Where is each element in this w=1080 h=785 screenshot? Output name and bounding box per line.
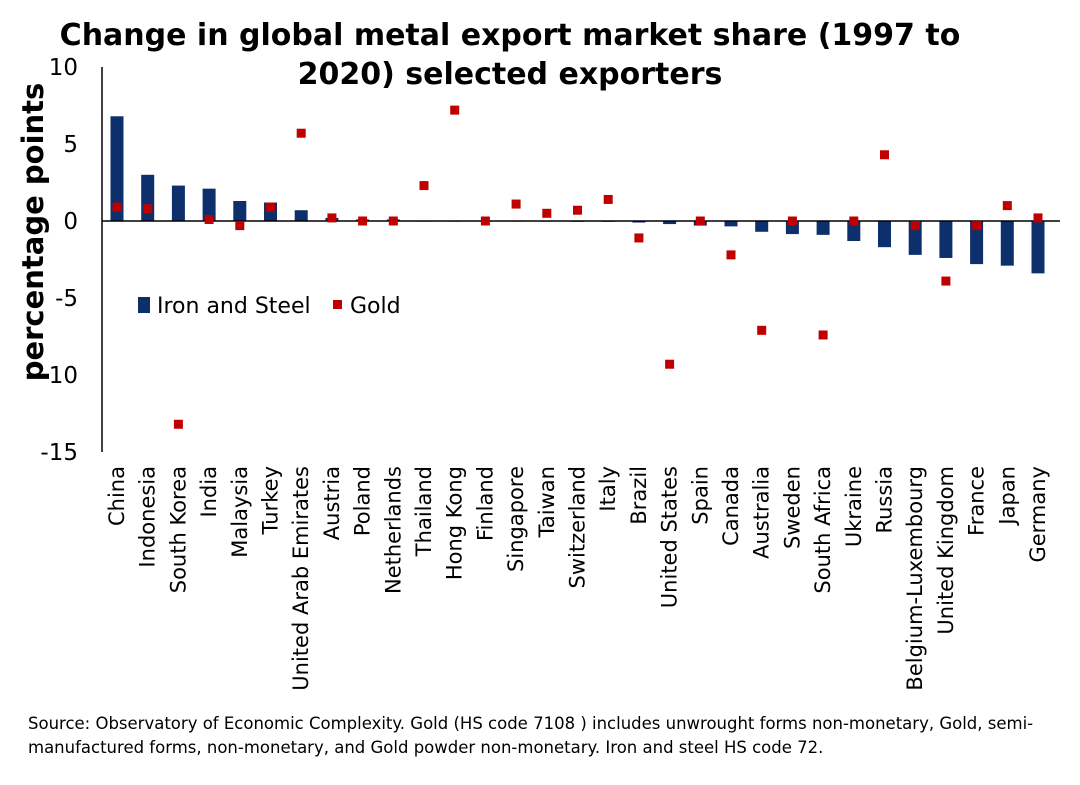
- x-category-label: Switzerland: [566, 466, 590, 589]
- y-axis-label: percentage points: [16, 83, 50, 382]
- x-category-label: Canada: [719, 466, 743, 546]
- gold-point: [1002, 201, 1012, 211]
- iron-steel-bar: [878, 221, 891, 248]
- x-category-label: Australia: [750, 466, 774, 559]
- x-category-label: Singapore: [504, 466, 528, 572]
- y-tick-label: 0: [63, 209, 78, 235]
- iron-steel-bar: [724, 221, 738, 227]
- chart-title-line-1: Change in global metal export market sha…: [60, 18, 961, 53]
- iron-steel-bar: [632, 221, 646, 223]
- x-category-label: Germany: [1026, 466, 1050, 563]
- iron-steel-bar: [202, 188, 216, 221]
- chart-title-line-2: 2020) selected exporters: [298, 57, 723, 92]
- x-category-label: Spain: [688, 466, 712, 525]
- gold-point: [603, 194, 613, 204]
- x-category-label: Italy: [596, 466, 620, 512]
- gold-point: [450, 105, 460, 115]
- gold-point: [757, 325, 767, 335]
- gold-point: [480, 216, 490, 226]
- plot-area: 10 5 0 -5 -10 -15 China Indonesia South Korea Ind…: [40, 55, 1060, 691]
- source-note: Source: Observatory of Economic Complexi…: [28, 714, 1034, 757]
- gold-point: [634, 233, 644, 243]
- gold-point: [941, 276, 951, 286]
- chart-container: Change in global metal export market sha…: [16, 18, 1060, 691]
- iron-steel-bar: [233, 200, 247, 221]
- iron-steel-bar: [847, 221, 861, 242]
- iron-steel-bar: [816, 221, 830, 235]
- x-category-label: Russia: [873, 466, 897, 534]
- x-category-label: United Arab Emirates: [289, 466, 313, 691]
- gold-point: [327, 213, 337, 223]
- iron-steel-bar: [970, 221, 984, 265]
- gold-point: [787, 216, 797, 226]
- gold-point: [818, 330, 828, 340]
- gold-point: [972, 221, 982, 231]
- x-category-label: Poland: [351, 466, 375, 536]
- y-tick-label: -10: [40, 363, 78, 389]
- x-category-label: France: [965, 466, 989, 536]
- chart: Change in global metal export market sha…: [16, 18, 1060, 691]
- gold-point: [849, 216, 859, 226]
- gold-point: [511, 199, 521, 209]
- gold-point: [419, 181, 429, 191]
- x-category-label: Netherlands: [381, 466, 405, 594]
- gold-point: [1033, 213, 1043, 223]
- x-category-label: Ukraine: [842, 466, 866, 547]
- x-category-label: Malaysia: [228, 466, 252, 558]
- legend-label-gold: Gold: [350, 294, 401, 319]
- y-tick-label: -15: [40, 440, 78, 466]
- x-category-label: South Korea: [166, 466, 190, 593]
- legend-swatch-iron-steel: [138, 297, 150, 313]
- x-category-label: Thailand: [412, 466, 436, 557]
- gold-point: [266, 202, 275, 212]
- iron-steel-bar: [939, 221, 953, 258]
- x-category-label: Hong Kong: [443, 466, 467, 580]
- x-category-label: Brazil: [627, 466, 651, 525]
- iron-steel-bar: [1000, 221, 1014, 266]
- gold-point: [173, 419, 183, 429]
- y-tick-label: 10: [49, 55, 78, 81]
- iron-steel-bar: [1031, 221, 1045, 274]
- x-category-label: Japan: [995, 466, 1019, 527]
- x-category-label: Turkey: [259, 466, 283, 535]
- legend-label-iron-steel: Iron and Steel: [157, 294, 311, 319]
- legend: Iron and Steel Gold: [138, 294, 401, 319]
- y-tick-label: -5: [55, 286, 78, 312]
- iron-steel-bar: [663, 221, 677, 225]
- x-category-label: South Africa: [811, 466, 835, 594]
- x-category-label: China: [105, 466, 129, 526]
- iron-steel-bar: [141, 174, 155, 221]
- gold-point: [296, 128, 306, 138]
- gold-point: [143, 204, 153, 214]
- gold-point: [542, 208, 552, 218]
- x-category-label: Finland: [473, 466, 497, 541]
- gold-point: [204, 214, 214, 224]
- gold-point: [388, 216, 398, 226]
- iron-steel-bar: [755, 221, 769, 232]
- gold-point: [573, 205, 582, 215]
- gold-point: [358, 216, 368, 226]
- x-category-label: India: [197, 466, 221, 518]
- legend-swatch-gold: [333, 300, 342, 309]
- gold-point: [235, 221, 245, 231]
- iron-steel-bar: [294, 210, 308, 221]
- gold-point: [112, 202, 122, 212]
- x-category-label: Belgium-Luxembourg: [903, 466, 927, 691]
- gold-point: [726, 250, 736, 260]
- x-category-label: Sweden: [780, 466, 804, 549]
- x-category-label: Austria: [320, 466, 344, 540]
- x-category-label: Indonesia: [136, 466, 160, 568]
- gold-point: [695, 216, 705, 226]
- gold-point: [910, 221, 920, 231]
- x-category-label: Taiwan: [535, 466, 559, 538]
- x-category-label: United States: [658, 466, 682, 608]
- x-category-label: United Kingdom: [934, 466, 958, 635]
- gold-point: [665, 359, 675, 369]
- gold-point: [880, 150, 889, 160]
- iron-steel-bar: [110, 116, 124, 221]
- y-tick-label: 5: [63, 132, 78, 158]
- iron-steel-bar: [171, 185, 185, 221]
